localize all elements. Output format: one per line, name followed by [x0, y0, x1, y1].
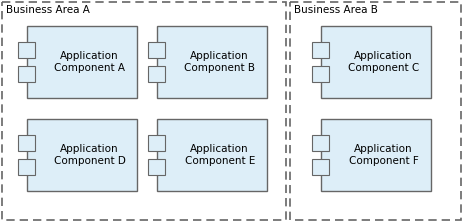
- Bar: [321, 119, 431, 191]
- Text: Application
Component C: Application Component C: [348, 51, 419, 73]
- Bar: [312, 65, 329, 82]
- Bar: [312, 159, 329, 175]
- Bar: [18, 135, 35, 151]
- Bar: [290, 2, 461, 220]
- Bar: [157, 119, 267, 191]
- Text: Application
Component E: Application Component E: [185, 144, 255, 166]
- Text: Application
Component A: Application Component A: [54, 51, 125, 73]
- Bar: [312, 135, 329, 151]
- Bar: [321, 26, 431, 98]
- Bar: [18, 65, 35, 82]
- Text: Application
Component D: Application Component D: [54, 144, 125, 166]
- Text: Business Area B: Business Area B: [294, 5, 378, 15]
- Bar: [27, 26, 137, 98]
- Bar: [148, 135, 165, 151]
- Bar: [27, 119, 137, 191]
- Text: Business Area A: Business Area A: [6, 5, 90, 15]
- Bar: [148, 159, 165, 175]
- Bar: [18, 42, 35, 58]
- Bar: [148, 42, 165, 58]
- Bar: [2, 2, 286, 220]
- Text: Application
Component F: Application Component F: [349, 144, 419, 166]
- Text: Application
Component B: Application Component B: [184, 51, 255, 73]
- Bar: [148, 65, 165, 82]
- Bar: [18, 159, 35, 175]
- Bar: [312, 42, 329, 58]
- Bar: [157, 26, 267, 98]
